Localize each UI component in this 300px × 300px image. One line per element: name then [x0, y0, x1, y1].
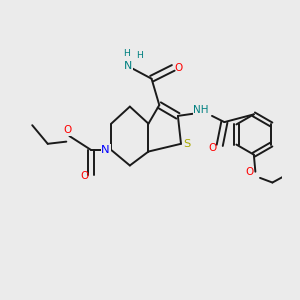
Text: O: O [246, 167, 254, 177]
Text: N: N [124, 61, 132, 71]
Text: NH: NH [194, 105, 209, 115]
Text: O: O [64, 125, 72, 136]
Text: S: S [184, 139, 191, 149]
Text: O: O [175, 63, 183, 73]
Text: O: O [209, 143, 217, 154]
Text: H: H [136, 51, 142, 60]
Text: H: H [123, 49, 130, 58]
Text: N: N [101, 145, 110, 155]
Text: O: O [80, 171, 88, 181]
